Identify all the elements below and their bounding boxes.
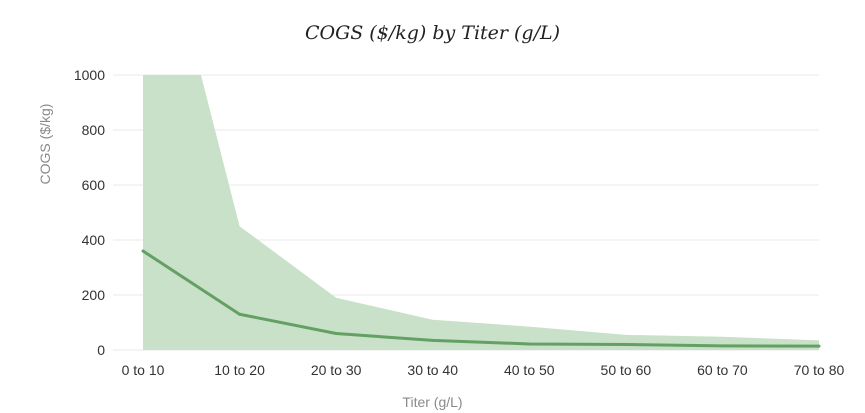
y-tick-label: 1000: [74, 67, 105, 83]
median-point: [527, 342, 531, 346]
x-tick-label: 40 to 50: [504, 362, 555, 378]
median-point: [334, 332, 338, 335]
x-tick-label: 20 to 30: [311, 362, 362, 378]
chart-title: COGS ($/kg) by Titer (g/L): [304, 22, 561, 44]
x-tick-label: 30 to 40: [407, 362, 458, 378]
median-point: [720, 344, 724, 348]
x-tick-label: 50 to 60: [601, 362, 652, 378]
y-tick-label: 200: [82, 287, 106, 303]
y-tick-label: 600: [82, 177, 106, 193]
median-point: [238, 312, 242, 316]
x-tick-label: 10 to 20: [214, 362, 265, 378]
x-tick-label: 70 to 80: [794, 362, 845, 378]
median-line: [142, 249, 820, 348]
x-axis-title: Titer (g/L): [402, 394, 463, 410]
median-point: [624, 343, 628, 346]
y-tick-label: 400: [82, 232, 106, 248]
x-tick-label: 0 to 10: [122, 362, 165, 378]
median-point: [817, 344, 821, 348]
y-tick-label: 0: [97, 342, 105, 358]
median-point: [141, 249, 145, 253]
y-tick-label: 800: [82, 122, 106, 138]
x-tick-label: 60 to 70: [697, 362, 748, 378]
median-point: [431, 338, 435, 342]
range-band-area: [143, 75, 819, 350]
